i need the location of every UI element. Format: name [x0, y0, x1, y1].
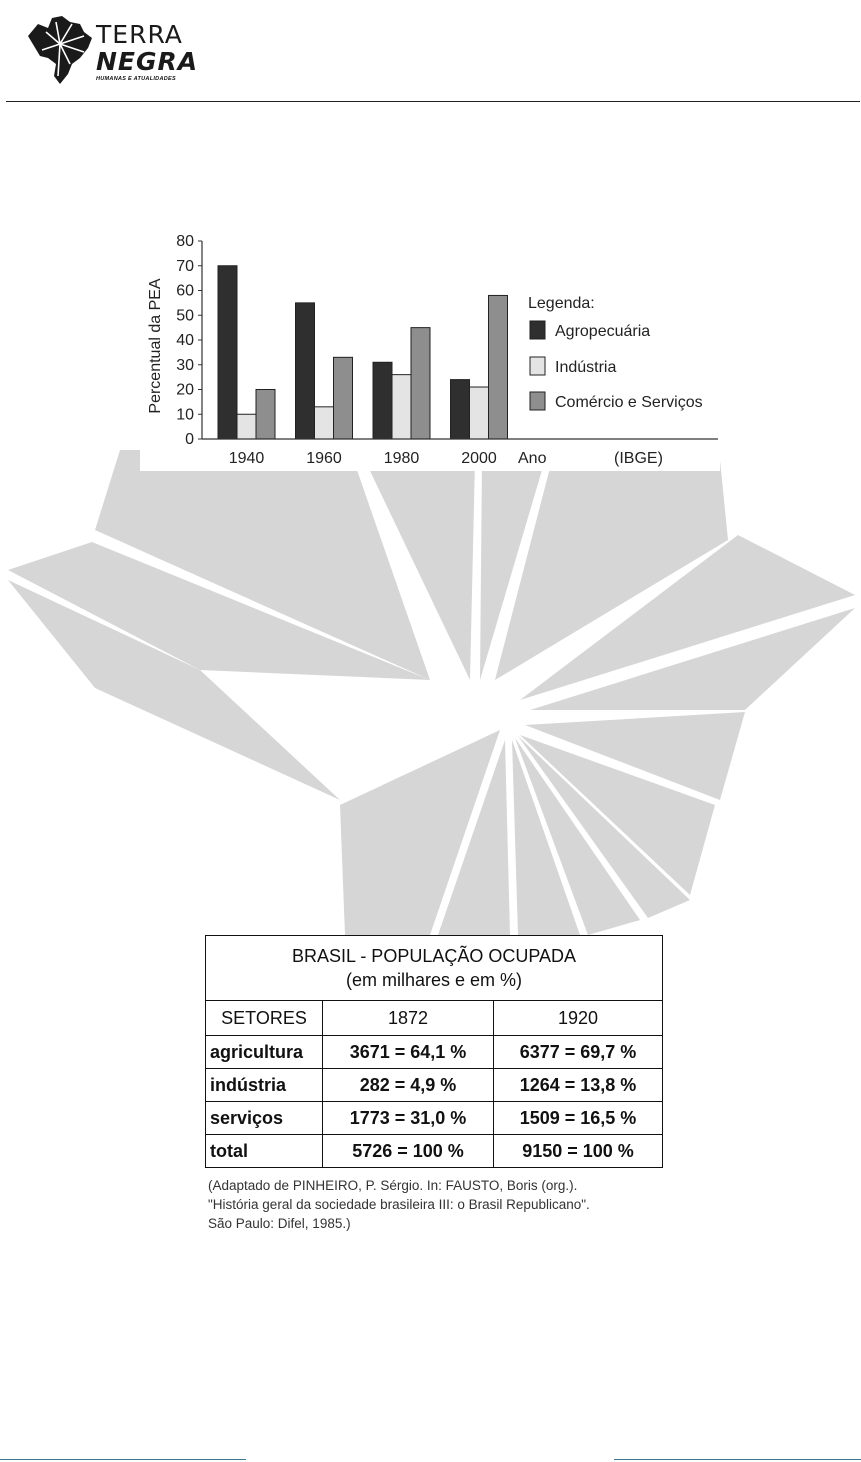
bar-1940-0	[217, 265, 238, 440]
legend-swatch	[529, 320, 546, 340]
header-divider	[6, 101, 860, 102]
table-title: BRASIL - POPULAÇÃO OCUPADA (em milhares …	[205, 935, 663, 1001]
bar-1980-1	[391, 374, 412, 440]
table-row: serviços 1773 = 31,0 % 1509 = 16,5 %	[205, 1101, 663, 1135]
y-tick-label: 10	[176, 406, 194, 423]
source-line-3: São Paulo: Difel, 1985.)	[208, 1216, 351, 1231]
bar-1940-1	[236, 413, 257, 440]
x-axis-ticks: 1940 1960 1980 2000	[229, 450, 497, 467]
bars-group	[217, 265, 508, 440]
row-sector: total	[205, 1134, 323, 1168]
source-citation: (Adaptado de PINHEIRO, P. Sérgio. In: FA…	[208, 1176, 590, 1233]
row-value-1872: 5726 = 100 %	[322, 1134, 494, 1168]
footer-divider-right	[614, 1459, 861, 1460]
y-tick-label: 80	[176, 233, 194, 250]
logo-word-negra: NEGRA	[96, 47, 199, 76]
row-value-1920: 9150 = 100 %	[493, 1134, 663, 1168]
y-axis-ticks: 0 10 20 30 40 50 60 70 80	[176, 233, 202, 448]
column-header-setores: SETORES	[205, 1000, 323, 1036]
bar-1960-1	[314, 406, 334, 440]
y-tick-label: 70	[176, 258, 194, 275]
x-axis-label: Ano	[518, 450, 547, 467]
y-tick-label: 40	[176, 332, 194, 349]
row-value-1872: 282 = 4,9 %	[322, 1068, 494, 1102]
row-value-1920: 1509 = 16,5 %	[493, 1101, 663, 1135]
column-header-1872: 1872	[322, 1000, 494, 1036]
table-title-line1: BRASIL - POPULAÇÃO OCUPADA	[291, 946, 577, 966]
row-sector: agricultura	[205, 1035, 323, 1069]
legend-swatch	[529, 391, 546, 411]
brazil-map-watermark-icon	[8, 450, 855, 935]
row-value-1920: 6377 = 69,7 %	[493, 1035, 663, 1069]
y-tick-label: 60	[176, 283, 194, 300]
y-tick-label: 50	[176, 307, 194, 324]
chart-legend: Legenda: Agropecuária Indústria Comércio e…	[528, 295, 703, 411]
bar-1940-2	[255, 389, 276, 440]
page-header: TERRA NEGRA HUMANAS E ATUALIDADES	[0, 0, 861, 104]
table-title-line2: (em milhares e em %)	[345, 970, 523, 990]
chart-canvas: Percentual da PEA 0 10 20 30 40 50 60 70 80 1940…	[147, 233, 718, 467]
y-axis-label: Percentual da PEA	[147, 278, 164, 414]
bar-1960-2	[333, 356, 353, 440]
legend-label: Agropecuária	[555, 323, 650, 340]
bar-1960-0	[295, 302, 315, 440]
table-row: agricultura 3671 = 64,1 % 6377 = 69,7 %	[205, 1035, 663, 1069]
x-tick-label: 2000	[461, 450, 497, 467]
legend-swatch	[529, 356, 546, 376]
row-value-1920: 1264 = 13,8 %	[493, 1068, 663, 1102]
x-tick-label: 1940	[229, 450, 265, 467]
y-tick-label: 30	[176, 357, 194, 374]
bar-1980-2	[410, 327, 431, 440]
row-value-1872: 3671 = 64,1 %	[322, 1035, 494, 1069]
x-tick-label: 1980	[384, 450, 420, 467]
source-line-1: (Adaptado de PINHEIRO, P. Sérgio. In: FA…	[208, 1178, 578, 1193]
logo-tagline: HUMANAS E ATUALIDADES	[96, 76, 176, 82]
footer-divider-left	[0, 1459, 246, 1460]
population-table: BRASIL - POPULAÇÃO OCUPADA (em milhares …	[205, 935, 663, 1168]
column-header-1920: 1920	[493, 1000, 663, 1036]
table-row: total 5726 = 100 % 9150 = 100 %	[205, 1134, 663, 1168]
bar-2000-0	[450, 379, 470, 440]
legend-label: Indústria	[555, 359, 616, 376]
row-sector: serviços	[205, 1101, 323, 1135]
legend-title: Legenda:	[528, 295, 595, 312]
logo-word-terra: TERRA	[96, 20, 183, 49]
population-table-block: BRASIL - POPULAÇÃO OCUPADA (em milhares …	[205, 935, 663, 1168]
bar-2000-2	[488, 294, 508, 440]
chart-source-label: (IBGE)	[614, 450, 663, 467]
brazil-map-logo-icon	[28, 16, 92, 84]
y-tick-label: 0	[185, 431, 194, 448]
y-tick-label: 20	[176, 382, 194, 399]
x-tick-label: 1960	[306, 450, 342, 467]
source-line-2: "História geral da sociedade brasileira …	[208, 1197, 590, 1212]
legend-label: Comércio e Serviços	[555, 394, 703, 411]
table-row: indústria 282 = 4,9 % 1264 = 13,8 %	[205, 1068, 663, 1102]
row-sector: indústria	[205, 1068, 323, 1102]
row-value-1872: 1773 = 31,0 %	[322, 1101, 494, 1135]
bar-2000-1	[469, 386, 489, 440]
pea-bar-chart: Percentual da PEA 0 10 20 30 40 50 60 70 80 1940…	[140, 226, 720, 471]
bar-1980-0	[372, 361, 393, 440]
